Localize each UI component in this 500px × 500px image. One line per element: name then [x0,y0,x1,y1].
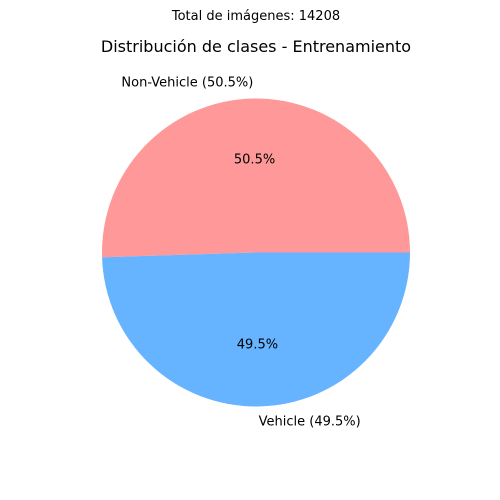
pie-slice-percent-label: 49.5% [237,337,278,352]
chart-title: Distribución de clases - Entrenamiento [101,37,411,56]
pie-slice-2 [102,252,410,407]
pie-slice-1 [101,98,410,258]
pie-labels: 50.5% Non-Vehicle (50.5%) 49.5% Vehicle (49… [121,76,360,430]
pie-slices [101,98,410,407]
pie-slice-percent-label: 50.5% [234,153,275,168]
pie-slice-category-label: Non-Vehicle (50.5%) [121,76,253,91]
pie-slice-category-label: Vehicle (49.5%) [259,414,361,429]
figure-suptitle: Total de imágenes: 14208 [171,9,340,24]
